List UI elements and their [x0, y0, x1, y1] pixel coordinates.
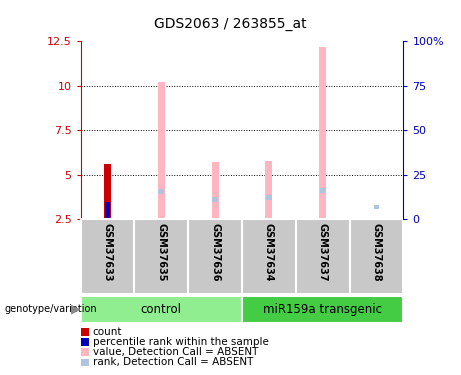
Text: rank, Detection Call = ABSENT: rank, Detection Call = ABSENT — [93, 357, 253, 367]
Bar — [105, 202, 110, 219]
Text: GSM37637: GSM37637 — [318, 223, 328, 282]
Bar — [81, 296, 242, 323]
Text: GSM37635: GSM37635 — [156, 223, 166, 282]
Text: miR159a transgenic: miR159a transgenic — [263, 303, 382, 316]
Text: GSM37633: GSM37633 — [102, 223, 112, 282]
Text: GSM37638: GSM37638 — [372, 223, 382, 282]
Text: GSM37636: GSM37636 — [210, 223, 220, 282]
Text: genotype/variation: genotype/variation — [5, 304, 97, 314]
Bar — [266, 195, 272, 200]
Text: ▶: ▶ — [71, 303, 81, 316]
Bar — [320, 188, 325, 193]
Bar — [266, 160, 272, 219]
Bar — [242, 296, 403, 323]
Bar — [159, 189, 164, 194]
Text: control: control — [141, 303, 182, 316]
Bar — [212, 162, 219, 219]
Bar — [158, 82, 165, 219]
Text: count: count — [93, 327, 122, 337]
Text: percentile rank within the sample: percentile rank within the sample — [93, 337, 269, 347]
Text: GDS2063 / 263855_at: GDS2063 / 263855_at — [154, 17, 307, 31]
Text: GSM37634: GSM37634 — [264, 223, 274, 282]
Bar — [104, 164, 111, 219]
Text: value, Detection Call = ABSENT: value, Detection Call = ABSENT — [93, 347, 258, 357]
Bar — [373, 205, 379, 209]
Bar — [212, 196, 218, 202]
Bar — [319, 46, 326, 219]
